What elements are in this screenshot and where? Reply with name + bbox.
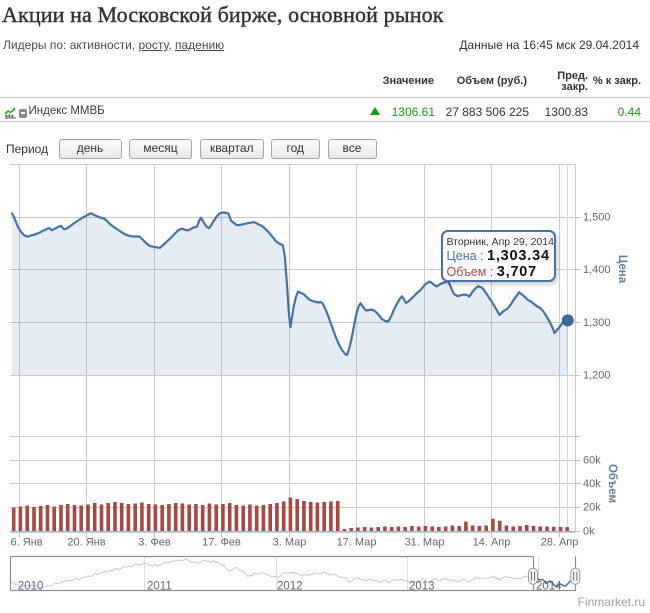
svg-text:17. Мар: 17. Мар xyxy=(337,537,377,549)
svg-text:2014: 2014 xyxy=(536,581,562,593)
svg-text:1,500: 1,500 xyxy=(583,212,611,224)
svg-text:17. Фев: 17. Фев xyxy=(202,537,241,549)
svg-text:31. Мар: 31. Мар xyxy=(405,537,445,549)
svg-text:20. Янв: 20. Янв xyxy=(67,537,105,549)
svg-text:2010: 2010 xyxy=(18,581,44,593)
svg-text:1,300: 1,300 xyxy=(583,317,611,329)
svg-text:Цена: Цена xyxy=(616,255,628,284)
svg-text:2011: 2011 xyxy=(147,581,172,593)
svg-text:3. Фев: 3. Фев xyxy=(138,537,171,549)
svg-text:2012: 2012 xyxy=(277,581,303,593)
svg-text:1,400: 1,400 xyxy=(583,264,611,276)
svg-text:0k: 0k xyxy=(583,526,595,538)
svg-text:14. Апр: 14. Апр xyxy=(473,537,511,549)
svg-text:3. Мар: 3. Мар xyxy=(273,537,307,549)
svg-text:20k: 20k xyxy=(583,502,601,514)
svg-text:Finmarket.ru: Finmarket.ru xyxy=(578,595,645,609)
svg-text:Объем: Объем xyxy=(606,464,618,503)
svg-text:2013: 2013 xyxy=(409,581,435,593)
svg-text:28. Апр: 28. Апр xyxy=(541,537,579,549)
svg-text:1,200: 1,200 xyxy=(583,370,611,382)
svg-text:60k: 60k xyxy=(583,455,601,467)
svg-text:6. Янв: 6. Янв xyxy=(11,537,43,549)
svg-text:40k: 40k xyxy=(583,478,601,490)
